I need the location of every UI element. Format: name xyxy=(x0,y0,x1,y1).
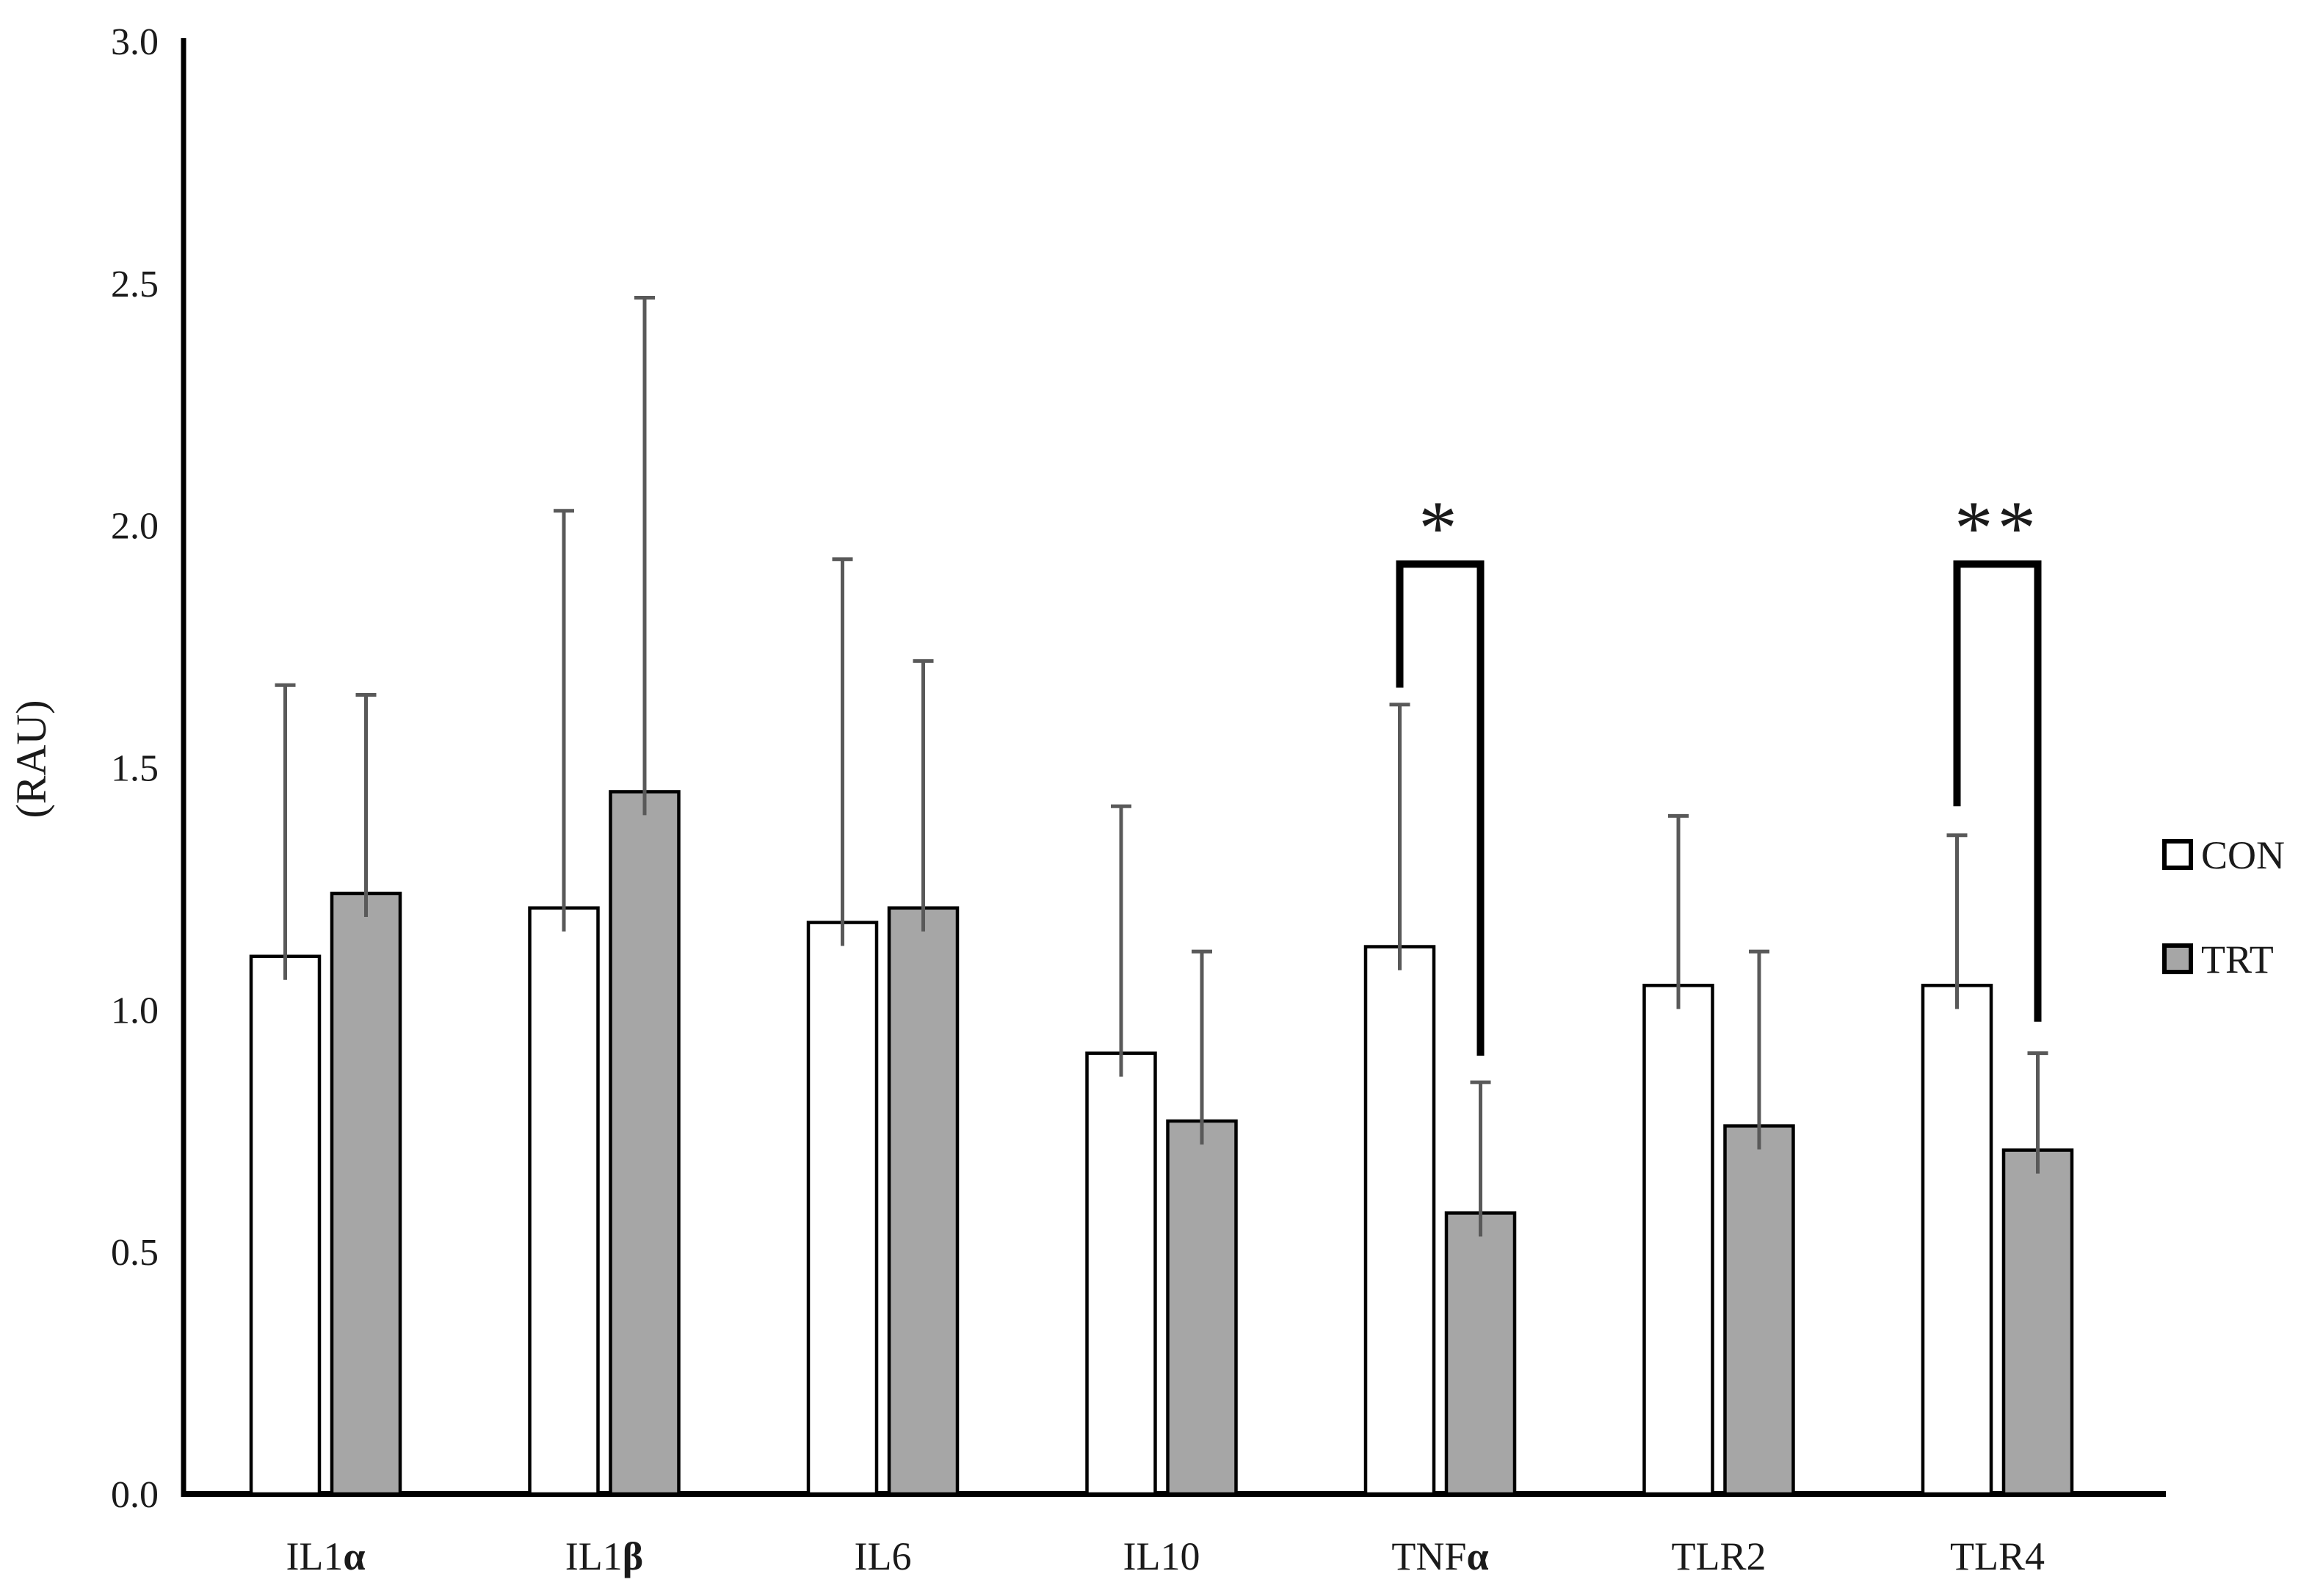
y-tick-label-1.0: 1.0 xyxy=(111,990,159,1031)
bar-group-il10: IL10 xyxy=(1085,804,1238,1578)
legend-swatch-con xyxy=(2162,839,2193,870)
x-category-label-il1b: IL1β xyxy=(565,1534,643,1578)
legend-label-con: CON xyxy=(2201,833,2285,877)
y-tick-label-0.5: 0.5 xyxy=(111,1232,159,1274)
bar-con-il10 xyxy=(1085,1051,1157,1496)
x-category-label-tlr4: TLR4 xyxy=(1950,1534,2045,1578)
y-tick-label-2.0: 2.0 xyxy=(111,506,159,548)
significance-bracket-tlr4 xyxy=(1953,560,2042,1022)
bar-con-tlr4 xyxy=(1921,984,1993,1496)
significance-label-tlr4: ** xyxy=(1954,485,2040,570)
bar-group-tlr2: TLR2 xyxy=(1642,813,1795,1578)
bar-con-il1b xyxy=(528,906,600,1496)
bar-group-il6: IL6 xyxy=(806,557,960,1578)
bar-con-tlr2 xyxy=(1642,984,1714,1496)
x-category-label-tlr2: TLR2 xyxy=(1672,1534,1766,1578)
y-tick-label-0.0: 0.0 xyxy=(111,1474,159,1516)
significance-bracket-tnfa xyxy=(1396,560,1485,1056)
bar-trt-tlr4 xyxy=(2001,1148,2074,1496)
y-tick-label-1.5: 1.5 xyxy=(111,747,159,789)
bar-trt-tlr2 xyxy=(1723,1124,1795,1496)
legend: CON TRT xyxy=(2162,833,2285,982)
x-category-label-il6: IL6 xyxy=(855,1534,912,1578)
x-category-label-il10: IL10 xyxy=(1123,1534,1200,1578)
bar-group-il1b: IL1β xyxy=(528,296,681,1578)
y-axis-title: (RAU) xyxy=(7,700,55,818)
bar-trt-tnfa xyxy=(1444,1211,1517,1496)
bar-group-tnfa: TNFα xyxy=(1363,703,1517,1578)
bar-trt-il6 xyxy=(887,906,960,1496)
bar-group-il1a: IL1α xyxy=(249,683,402,1578)
y-tick-label-2.5: 2.5 xyxy=(111,264,159,305)
y-tick-label-3.0: 3.0 xyxy=(111,21,159,63)
bar-group-tlr4: TLR4 xyxy=(1921,833,2074,1578)
legend-label-trt: TRT xyxy=(2201,937,2274,982)
bar-con-tnfa xyxy=(1363,945,1436,1496)
bar-con-il6 xyxy=(806,921,879,1496)
bar-con-il1a xyxy=(249,954,322,1496)
x-category-label-il1a: IL1α xyxy=(286,1534,365,1578)
bar-trt-il1b xyxy=(609,790,681,1496)
x-category-label-tnfa: TNFα xyxy=(1391,1534,1488,1578)
legend-swatch-trt xyxy=(2162,943,2193,974)
bar-trt-il10 xyxy=(1166,1119,1238,1496)
significance-label-tnfa: * xyxy=(1418,485,1462,570)
bar-trt-il1a xyxy=(330,891,402,1496)
